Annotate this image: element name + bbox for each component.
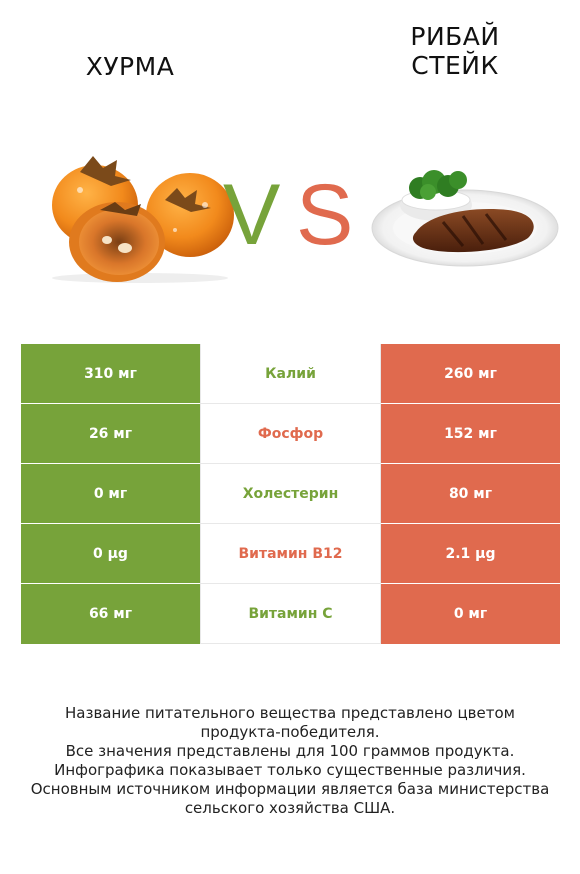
- footer-line: Все значения представлены для 100 граммо…: [65, 742, 515, 760]
- left-value: 0 µg: [21, 523, 201, 584]
- left-value: 26 мг: [21, 403, 201, 464]
- right-value: 152 мг: [380, 403, 560, 464]
- footer-line: Инфографика показывает только существенн…: [54, 761, 526, 779]
- footer-line: Основным источником информации является …: [30, 780, 550, 798]
- right-food-name-line1: РИБАЙ: [410, 22, 500, 51]
- left-value: 310 мг: [21, 344, 201, 404]
- table-row: 0 µg Витамин B12 2.1 µg: [21, 523, 560, 584]
- persimmon-image: [52, 156, 234, 283]
- nutrient-name: Витамин C: [200, 583, 381, 644]
- right-value: 80 мг: [380, 463, 560, 524]
- right-food-title: РИБАЙ СТЕЙК: [340, 22, 570, 80]
- footer-line: продукта-победителя.: [200, 723, 380, 741]
- footer-line: Название питательного вещества представл…: [65, 704, 515, 722]
- left-value: 66 мг: [21, 583, 201, 644]
- right-food-name-line2: СТЕЙК: [411, 51, 499, 80]
- footer-line: сельского хозяйства США.: [184, 799, 396, 817]
- table-row: 0 мг Холестерин 80 мг: [21, 463, 560, 524]
- vs-s-letter: S: [296, 167, 354, 263]
- nutrient-name: Холестерин: [200, 463, 381, 524]
- left-food-title: ХУРМА: [20, 52, 240, 81]
- footer-notes: Название питательного вещества представл…: [20, 704, 560, 818]
- vs-label: V S: [0, 160, 580, 270]
- right-value: 0 мг: [380, 583, 560, 644]
- ribeye-steak-image: [371, 170, 559, 267]
- left-food-name: ХУРМА: [85, 52, 175, 81]
- nutrient-name: Калий: [200, 344, 381, 404]
- nutrient-name: Витамин B12: [200, 523, 381, 584]
- table-row: 310 мг Калий 260 мг: [21, 344, 560, 404]
- vs-v-letter: V: [223, 167, 281, 263]
- right-value: 260 мг: [380, 344, 560, 404]
- left-value: 0 мг: [21, 463, 201, 524]
- right-value: 2.1 µg: [380, 523, 560, 584]
- nutrient-comparison-table: 310 мг Калий 260 мг 26 мг Фосфор 152 мг …: [21, 344, 560, 644]
- nutrient-name: Фосфор: [200, 403, 381, 464]
- table-row: 26 мг Фосфор 152 мг: [21, 403, 560, 464]
- table-row: 66 мг Витамин C 0 мг: [21, 583, 560, 644]
